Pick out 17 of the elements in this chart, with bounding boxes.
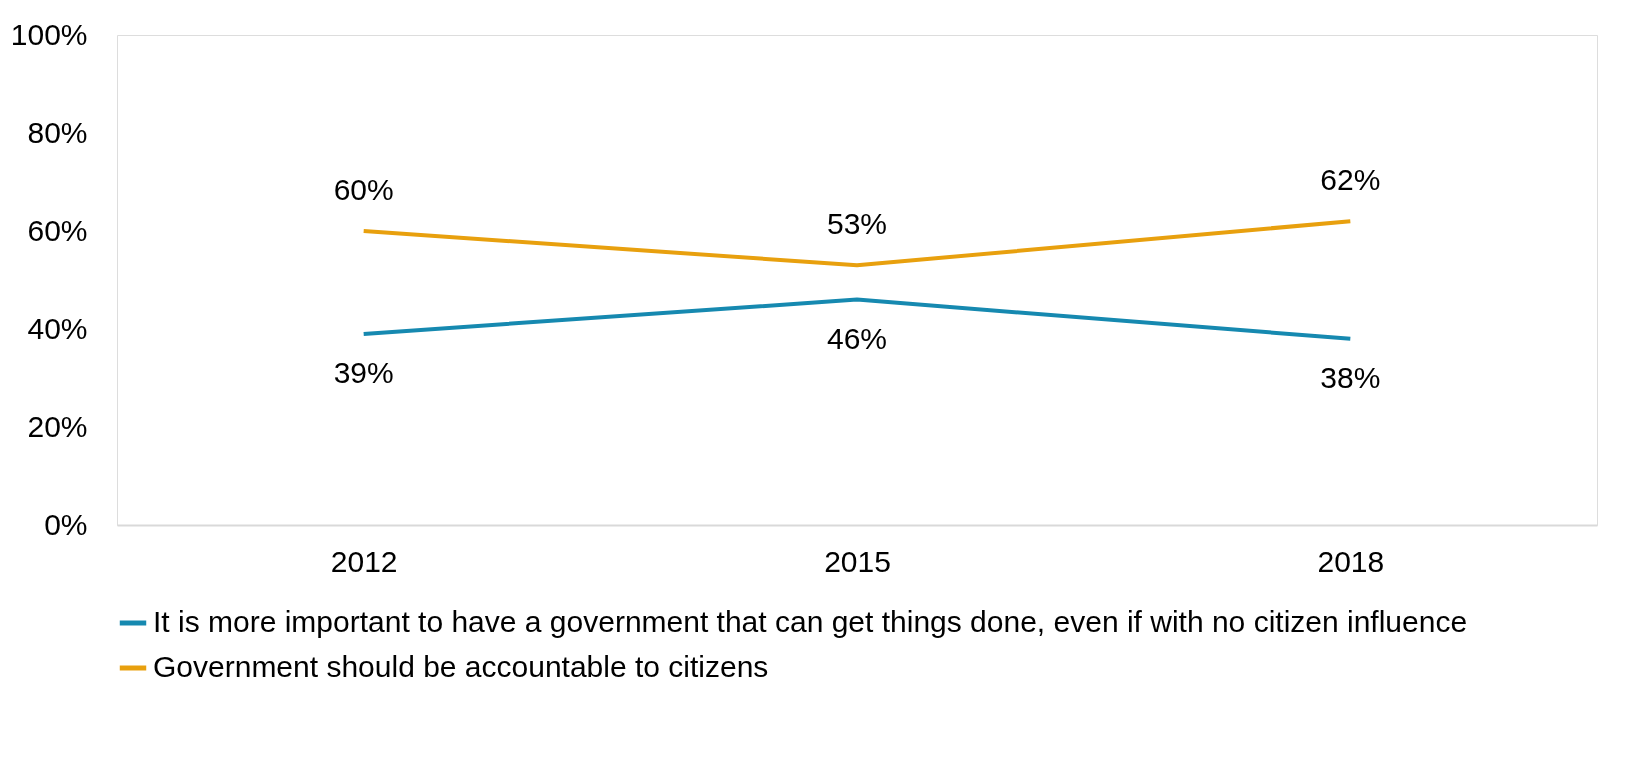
- data-label: 39%: [333, 355, 394, 389]
- data-label: 60%: [333, 173, 394, 206]
- legend-label: It is more important to have a government that can get things done, even if with no citizen influence: [153, 605, 1468, 638]
- data-label: 53%: [826, 207, 888, 241]
- data-label: 62%: [1320, 163, 1381, 197]
- legend-label: Government should be accountable to citizens: [153, 650, 769, 683]
- data-label: 38%: [1320, 360, 1381, 394]
- x-tick-label: 2012: [330, 544, 398, 578]
- x-tick-label: 2015: [824, 544, 891, 578]
- y-tick-label: 100%: [10, 17, 88, 51]
- data-label: 46%: [826, 321, 888, 355]
- y-tick-label: 40%: [27, 311, 88, 345]
- y-tick-label: 20%: [27, 409, 88, 443]
- x-tick-label: 2018: [1317, 544, 1385, 578]
- y-tick-label: 60%: [27, 213, 88, 247]
- y-tick-label: 0%: [44, 507, 88, 541]
- y-tick-label: 80%: [27, 115, 88, 149]
